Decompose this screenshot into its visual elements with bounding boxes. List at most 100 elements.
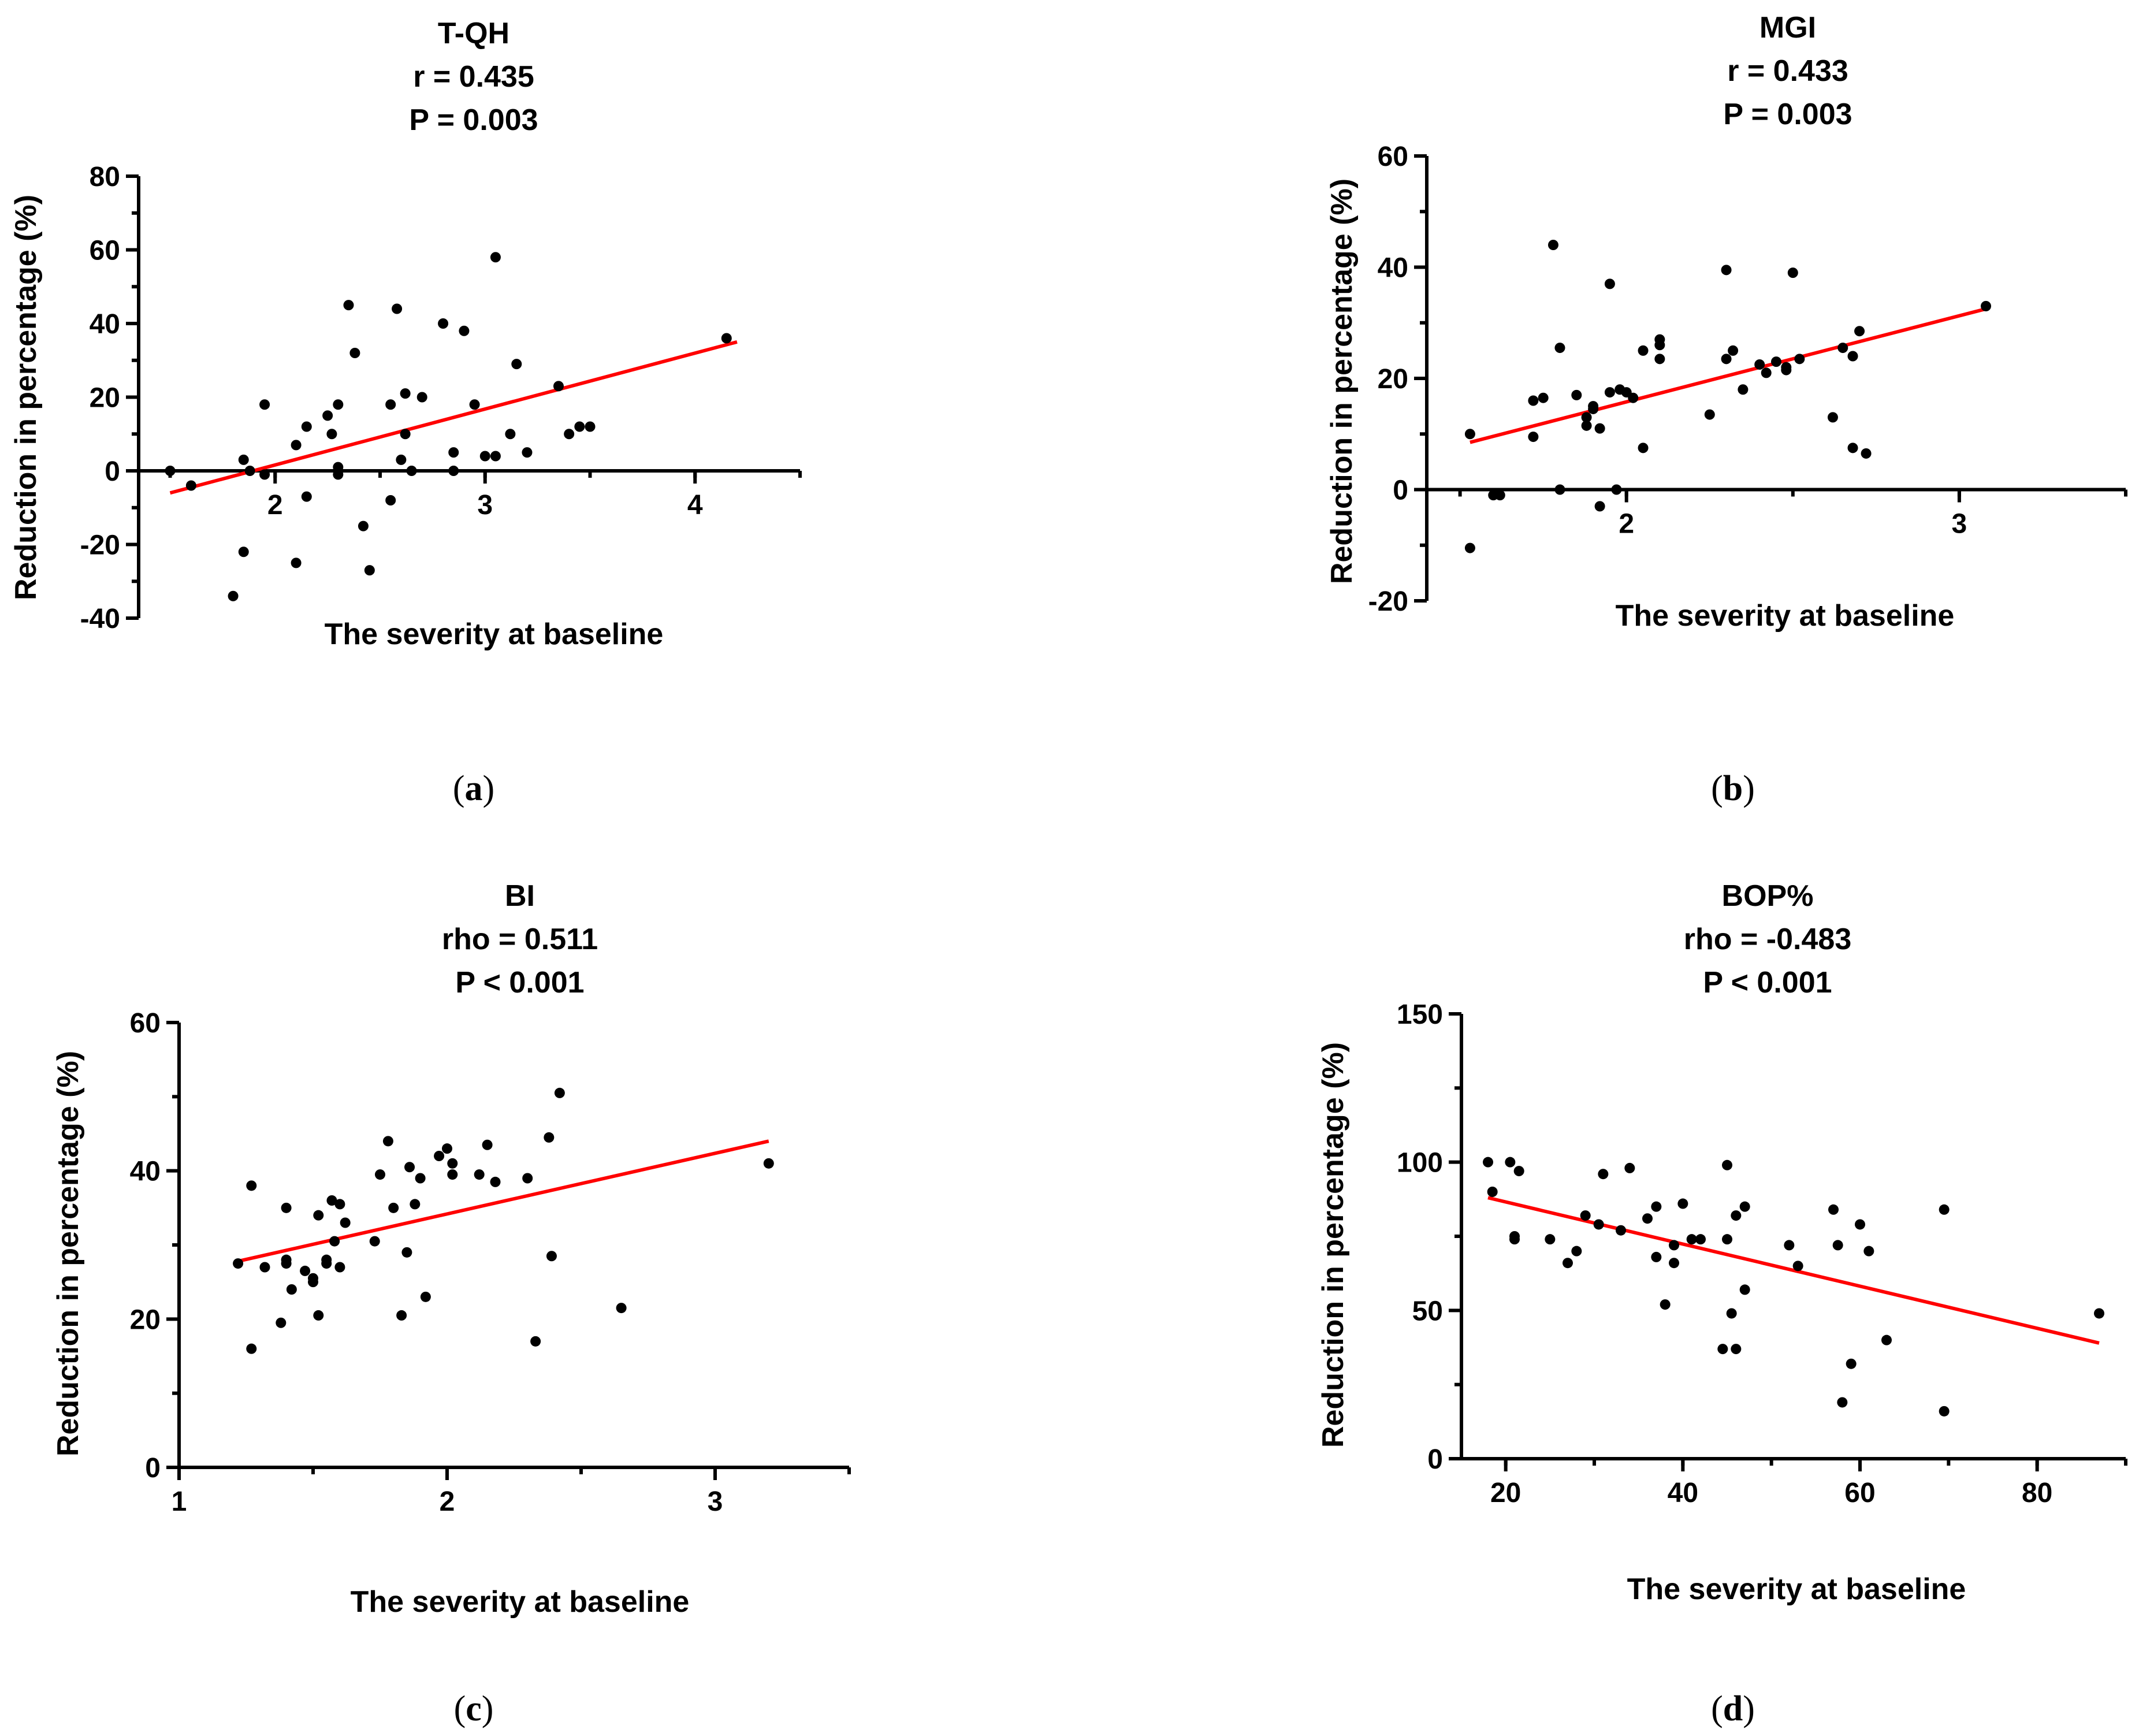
panel-d-data-point <box>1863 1246 1874 1257</box>
panel-a-y-tick-label: -20 <box>80 530 120 561</box>
panel-d-data-point <box>1563 1258 1573 1269</box>
panel-d-x-axis-label: The severity at baseline <box>1627 1573 1966 1606</box>
panel-b-x-axis-label: The severity at baseline <box>1616 599 1955 633</box>
panel-d-x-tick-label: 80 <box>2022 1478 2052 1508</box>
panel-d-data-point <box>1717 1344 1728 1355</box>
panel-c-title-line-2: rho = 0.511 <box>442 923 598 956</box>
panel-d-data-point <box>2094 1308 2104 1319</box>
panel-b: MGI r = 0.433 P = 0.003 The severity at … <box>1325 11 2127 808</box>
panel-b-x-tick-label: 2 <box>1619 509 1634 540</box>
panel-d-data-point <box>1660 1299 1671 1310</box>
panel-c-x-axis-label: The severity at baseline <box>351 1585 690 1619</box>
panel-d-data-point <box>1513 1166 1524 1177</box>
panel-b-data-point <box>1638 443 1649 453</box>
panel-d-data-point <box>1616 1225 1626 1236</box>
panel-c-data-point <box>482 1139 493 1150</box>
panel-a-x-tick-label: 3 <box>477 490 493 521</box>
panel-b-data-point <box>1981 300 1991 311</box>
panel-c-data-point <box>246 1180 257 1191</box>
panel-a-data-point <box>349 348 360 358</box>
panel-a-regression-line <box>169 340 738 495</box>
panel-c-data-point <box>522 1173 533 1184</box>
panel-d-data-point <box>1726 1308 1737 1319</box>
panel-d: BOP% rho = -0.483 P < 0.001 The severity… <box>1316 879 2127 1728</box>
panel-d-y-axis-label: Reduction in percentage (%) <box>1316 1042 1350 1448</box>
panel-a-data-point <box>358 521 369 531</box>
panel-d-data-point <box>1509 1234 1520 1245</box>
panel-c-data-point <box>313 1310 324 1321</box>
panel-d-data-point <box>1651 1201 1662 1212</box>
panel-c-data-point <box>276 1317 287 1328</box>
panel-b-data-point <box>1611 484 1622 495</box>
panel-d-data-point <box>1828 1204 1839 1215</box>
panel-a-title-line-2: r = 0.435 <box>413 60 534 94</box>
panel-c-y-tick-label: 60 <box>130 1008 161 1039</box>
panel-a-data-point <box>396 454 407 465</box>
panel-b-data-point <box>1721 265 1732 276</box>
panel-b-data-point <box>1464 542 1475 553</box>
panel-c-regression-line <box>237 1139 769 1263</box>
panel-a-y-axis-label: Reduction in percentage (%) <box>9 195 43 600</box>
panel-d-data-point <box>1686 1234 1697 1245</box>
panel-b-data-point <box>1547 240 1558 250</box>
panel-a-data-point <box>469 399 480 410</box>
panel-b-regression-line <box>1470 307 1987 444</box>
panel-a-y-tick-label: 20 <box>90 383 120 414</box>
panel-d-data-point <box>1669 1258 1679 1269</box>
panel-b-data-point <box>1588 401 1599 412</box>
panel-c-title-line-1: BI <box>505 879 535 913</box>
panel-b-data-point <box>1704 409 1715 420</box>
panel-b-y-tick-label: 40 <box>1378 253 1408 284</box>
panel-b-data-point <box>1528 432 1539 443</box>
panel-d-data-point <box>1855 1219 1865 1230</box>
panel-c-x-tick-label: 2 <box>440 1486 455 1517</box>
panel-b-fit-line <box>1470 307 1987 444</box>
panel-a-data-point <box>301 491 312 502</box>
panel-c-x-tick-label: 1 <box>172 1486 187 1517</box>
panel-c-data-point <box>369 1236 380 1247</box>
panel-a-data-point <box>459 325 470 336</box>
panel-c-data-point <box>404 1162 415 1173</box>
panel-c-data-point <box>490 1176 501 1187</box>
panel-a-y-tick-label: 40 <box>90 309 120 340</box>
panel-d-y-tick-label: 150 <box>1397 999 1443 1030</box>
panel-a-data-point <box>259 399 270 410</box>
panel-d-y-tick-label: 0 <box>1427 1444 1443 1475</box>
panel-b-data-point <box>1754 359 1765 370</box>
panel-a-data-point <box>448 447 459 458</box>
panel-c-data-point <box>281 1258 292 1269</box>
panel-d-data-point <box>1624 1162 1635 1173</box>
panel-b-data-point <box>1464 429 1475 440</box>
panel-b-data-point <box>1494 490 1505 501</box>
panel-b-data-point <box>1761 367 1772 378</box>
panel-b-title-line-2: r = 0.433 <box>1727 54 1848 88</box>
panel-c-x-tick-label: 3 <box>708 1486 723 1517</box>
panel-c-data-point <box>442 1143 452 1154</box>
panel-a-data-point <box>522 447 533 458</box>
panel-d-data-point <box>1739 1201 1750 1212</box>
panel-b-data-point <box>1794 354 1805 365</box>
panel-d-x-tick-label: 20 <box>1490 1478 1521 1508</box>
panel-d-data-point <box>1722 1159 1732 1170</box>
panel-a-data-point <box>479 451 490 462</box>
panel-d-data-point <box>1669 1240 1679 1251</box>
panel-c-data-point <box>447 1158 458 1169</box>
panel-a-data-point <box>333 462 344 473</box>
panel-d-title-line-1: BOP% <box>1722 879 1814 913</box>
panel-c-data-point <box>474 1169 485 1180</box>
panel-a-data-point <box>301 421 312 432</box>
panel-a-y-tick-label: 0 <box>105 456 120 487</box>
panel-a-data-point <box>326 429 337 440</box>
panel-d-data-point <box>1731 1210 1742 1221</box>
panel-d-y-tick-label: 50 <box>1412 1296 1443 1326</box>
panel-c-data-point <box>281 1202 292 1213</box>
panel-c-axes: 0 20 40 60 1 2 3 <box>130 1008 851 1517</box>
panel-b-data-point <box>1654 334 1665 345</box>
panel-c-data-point <box>396 1310 407 1321</box>
panel-c-data-point <box>321 1258 332 1269</box>
panel-c-y-axis-label: Reduction in percentage (%) <box>51 1051 85 1456</box>
panel-a-data-point <box>416 392 427 403</box>
panel-c-points <box>233 1087 774 1354</box>
panel-c-data-point <box>401 1247 412 1258</box>
